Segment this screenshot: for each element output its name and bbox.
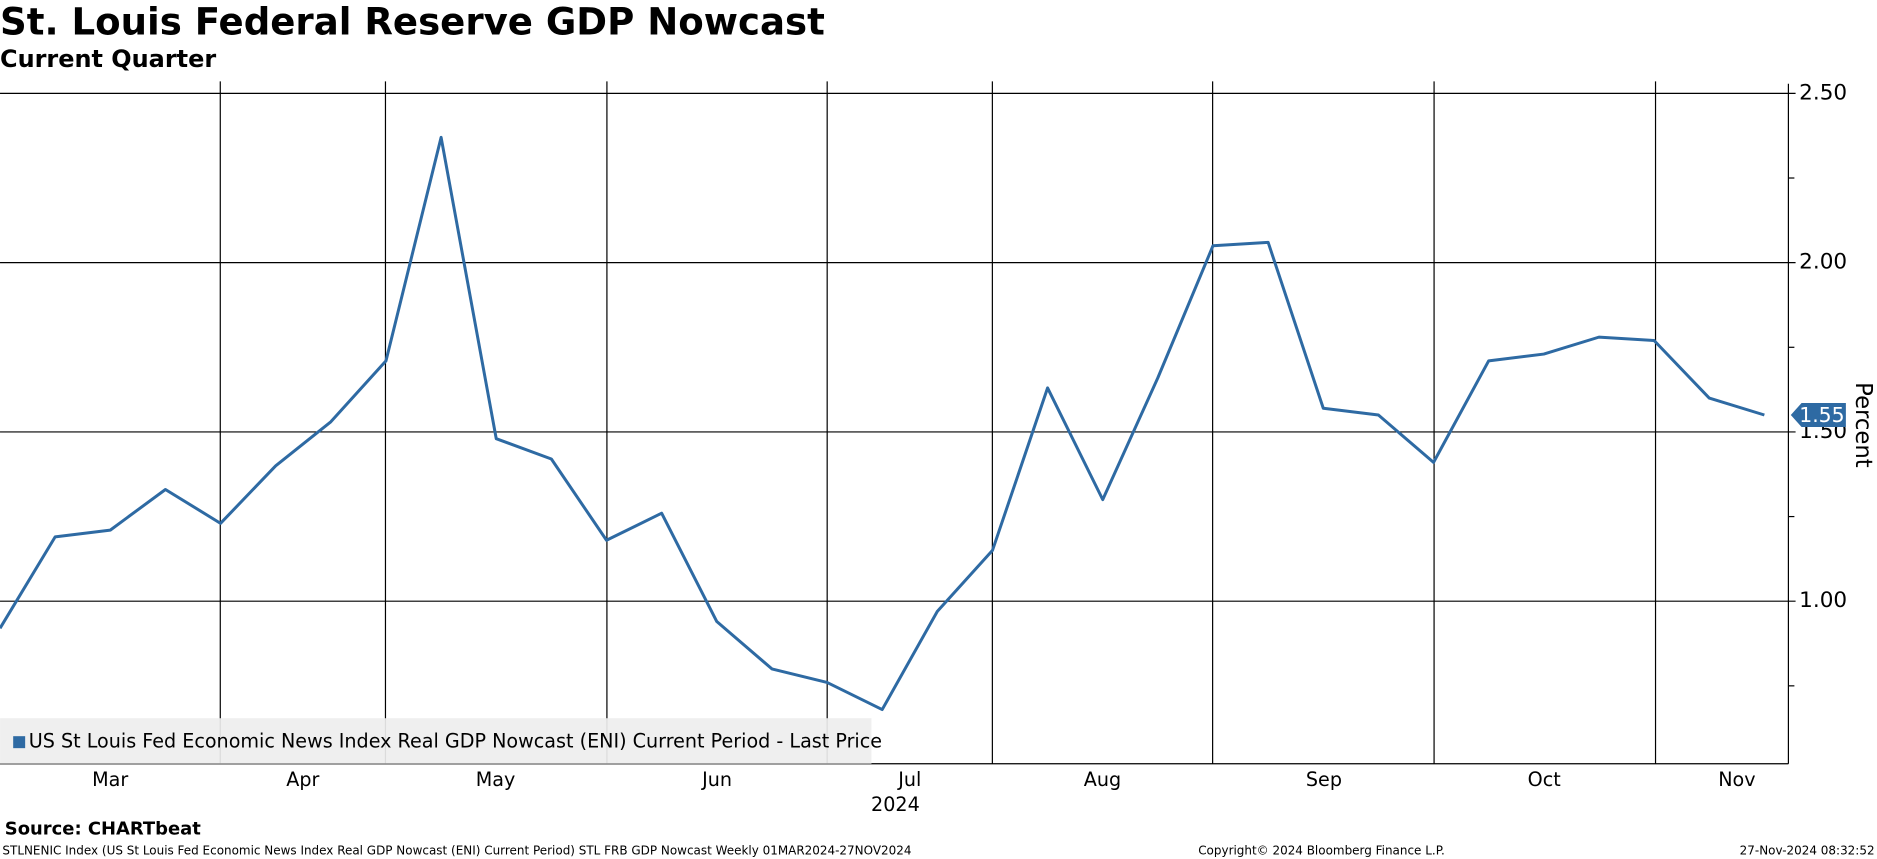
- y-tick-label: 2.00: [1799, 250, 1847, 275]
- x-tick-label: Apr: [286, 768, 319, 791]
- last-price-badge: [1790, 403, 1846, 427]
- x-tick-label: May: [476, 768, 516, 791]
- line-series: [0, 135, 1765, 712]
- y-tick-label: 1.00: [1799, 588, 1847, 613]
- x-tick-label: Oct: [1528, 768, 1562, 791]
- x-tick-label: Sep: [1306, 768, 1342, 791]
- x-tick-label: Aug: [1084, 768, 1121, 791]
- chart-title: St. Louis Federal Reserve GDP Nowcast: [0, 0, 825, 43]
- x-tick-label: Jun: [701, 768, 732, 791]
- footer-description: STLNENIC Index (US St Louis Fed Economic…: [2, 844, 911, 858]
- y-tick-label: 2.50: [1799, 80, 1847, 105]
- footer-copyright: Copyright© 2024 Bloomberg Finance L.P.: [1198, 844, 1445, 858]
- chart-subtitle: Current Quarter: [0, 45, 216, 73]
- x-tick-label: Mar: [92, 768, 128, 791]
- legend-label: US St Louis Fed Economic News Index Real…: [29, 730, 882, 753]
- x-tick-label: Nov: [1718, 768, 1755, 791]
- footer-timestamp: 27-Nov-2024 08:32:52: [1740, 844, 1875, 858]
- legend-swatch: [13, 736, 26, 749]
- x-tick-label: Jul: [897, 768, 921, 791]
- y-axis-label: Percent: [1850, 382, 1876, 468]
- plot: 1.55: [0, 135, 1846, 712]
- last-price-label: 1.55: [1799, 403, 1844, 427]
- source: Source: CHARTbeat: [5, 819, 201, 840]
- legend-box: [0, 718, 872, 764]
- x-year-label: 2024: [871, 793, 920, 816]
